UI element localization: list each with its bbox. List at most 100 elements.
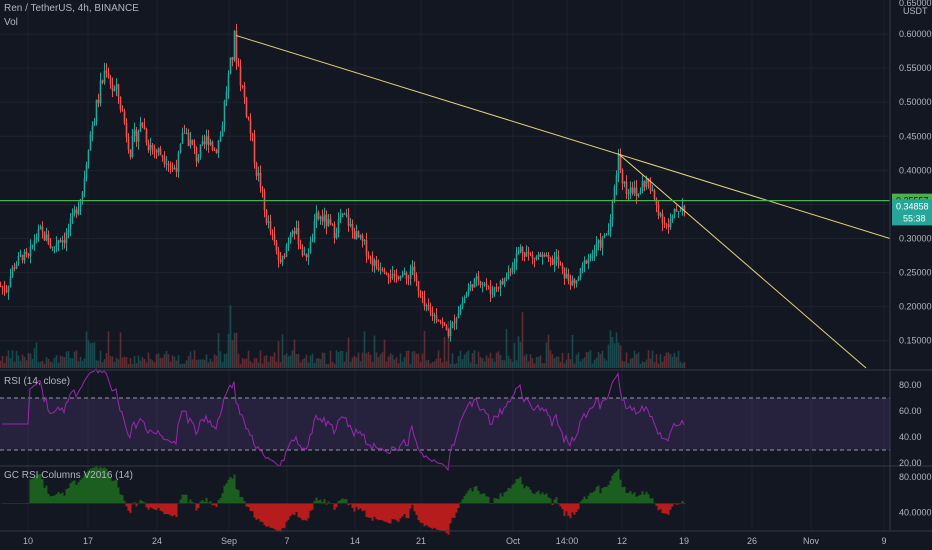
drawing-overlays[interactable] xyxy=(0,34,891,369)
candle-body xyxy=(639,191,642,194)
gc-column xyxy=(219,497,222,504)
gc-rsi-columns-pane[interactable] xyxy=(1,466,686,535)
gc-column xyxy=(467,490,470,504)
volume-bar xyxy=(83,358,86,368)
candle-body xyxy=(421,296,424,299)
candle-body xyxy=(17,255,20,264)
volume-bar xyxy=(425,360,428,368)
volume-bar xyxy=(141,357,144,368)
volume-bar xyxy=(545,342,548,368)
candle-body xyxy=(631,187,634,194)
price-tick-label: 0.25000 xyxy=(899,268,932,278)
candle-body xyxy=(275,242,278,251)
candle-body xyxy=(145,128,148,143)
gc-column xyxy=(515,479,518,504)
candle-body xyxy=(427,305,430,310)
candle-body xyxy=(99,80,102,104)
candle-body xyxy=(471,284,474,288)
candle-body xyxy=(625,181,628,194)
gc-column xyxy=(683,503,686,505)
candle-body xyxy=(45,234,48,241)
volume-bar xyxy=(367,351,370,368)
gc-column xyxy=(433,503,436,528)
gc-column xyxy=(229,477,232,504)
candle-body xyxy=(527,251,530,253)
gc-column xyxy=(547,497,550,504)
price-candles[interactable] xyxy=(0,23,686,342)
volume-bar xyxy=(325,363,328,368)
candle-body xyxy=(149,145,152,151)
volume-bar xyxy=(539,355,542,368)
volume-bar xyxy=(597,352,600,368)
gc-column xyxy=(403,503,406,515)
volume-bar xyxy=(365,353,368,368)
gc-column xyxy=(605,486,608,504)
candle-body xyxy=(115,84,118,89)
gc-column xyxy=(391,503,394,520)
volume-bar xyxy=(25,360,28,368)
volume-bar xyxy=(243,359,246,368)
gc-column xyxy=(487,496,490,504)
gc-column xyxy=(415,503,418,516)
rsi-pane[interactable] xyxy=(0,368,890,472)
volume-bar xyxy=(555,356,558,368)
volume-bar xyxy=(321,352,324,368)
symbol-legend[interactable]: Ren / TetherUS, 4h, BINANCE xyxy=(4,3,139,14)
volume-bar xyxy=(145,362,148,368)
gc-rsi-legend[interactable]: GC RSI Columns V2016 (14) xyxy=(4,470,133,481)
gc-column xyxy=(173,503,176,516)
candle-body xyxy=(579,268,582,278)
candle-body xyxy=(295,227,298,234)
volume-bar xyxy=(653,362,656,368)
volume-bar xyxy=(537,356,540,368)
candle-body xyxy=(529,252,532,256)
candle-body xyxy=(285,245,288,257)
gc-column xyxy=(15,503,18,504)
candle-body xyxy=(589,253,592,259)
gc-column xyxy=(265,503,268,527)
gc-tick-label: 40.0000 xyxy=(899,507,932,517)
candle-body xyxy=(179,143,182,153)
candle-body xyxy=(155,151,158,153)
volume-legend[interactable]: Vol xyxy=(4,17,18,28)
volume-bar xyxy=(373,335,376,368)
gc-column xyxy=(507,487,510,504)
volume-bar xyxy=(561,352,564,368)
volume-bar xyxy=(221,362,224,368)
candle-body xyxy=(307,253,310,258)
volume-bar xyxy=(5,356,8,368)
volume-bar xyxy=(615,332,618,368)
gc-column xyxy=(221,493,224,504)
volume-bar xyxy=(387,356,390,368)
pane-separators[interactable] xyxy=(0,0,932,532)
candle-body xyxy=(367,255,370,258)
time-tick-label: 14:00 xyxy=(556,536,579,546)
candle-body xyxy=(87,150,90,165)
gc-column xyxy=(355,503,358,507)
gc-column xyxy=(529,489,532,504)
volume-bar xyxy=(543,363,546,368)
gc-column xyxy=(153,503,156,510)
candle-body xyxy=(651,190,654,192)
countdown-label: 55:38 xyxy=(903,213,926,223)
candle-body xyxy=(159,148,162,156)
volume-bar xyxy=(123,356,126,368)
candle-body xyxy=(203,141,206,145)
gc-column xyxy=(545,493,548,504)
candle-body xyxy=(497,287,500,289)
gc-column xyxy=(389,503,392,524)
candle-body xyxy=(83,178,86,193)
volume-bar xyxy=(189,351,192,368)
gc-column xyxy=(377,503,380,521)
gc-column xyxy=(25,503,28,504)
volume-bar xyxy=(187,356,190,368)
rsi-legend[interactable]: RSI (14, close) xyxy=(4,376,71,387)
time-axis[interactable]: 10 17 24 Sep 7 14 21 Oct 14:00 12 19 26 Nov 9 xyxy=(23,536,887,546)
gc-column xyxy=(481,493,484,504)
candle-body xyxy=(247,116,250,119)
candle-body xyxy=(63,240,66,244)
volume-bar xyxy=(157,353,160,368)
gc-column xyxy=(523,488,526,504)
